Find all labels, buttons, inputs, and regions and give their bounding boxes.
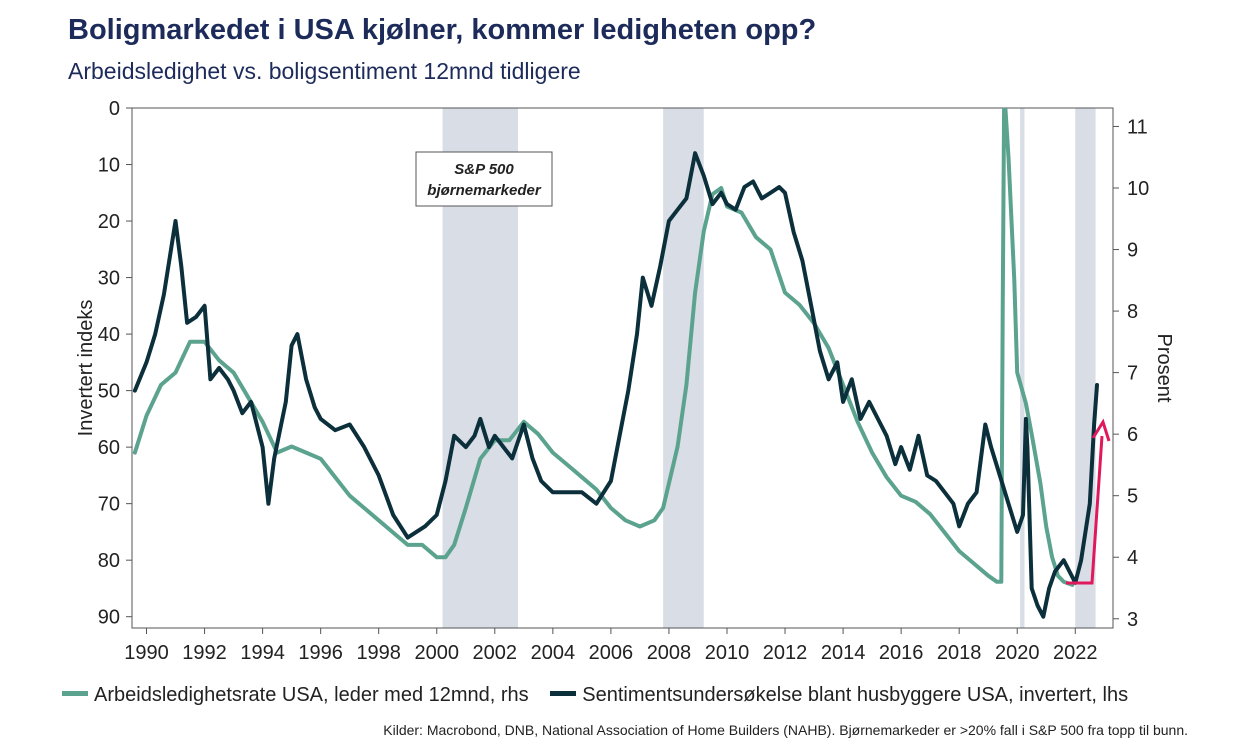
legend-label-unemployment: Arbeidsledighetsrate USA, leder med 12mn… bbox=[94, 684, 529, 706]
x-tick-label: 1996 bbox=[298, 642, 343, 664]
x-axis: 1990 1992 1994 1996 1998 2000 2002 2004 2006 2008… bbox=[124, 628, 1098, 664]
x-tick-label: 2018 bbox=[937, 642, 982, 664]
source-note: Kilder: Macrobond, DNB, National Associa… bbox=[383, 722, 1188, 738]
left-tick-label: 0 bbox=[109, 98, 120, 120]
plot-border bbox=[131, 107, 1114, 629]
left-tick-label: 70 bbox=[98, 494, 120, 516]
arrow-head bbox=[1091, 418, 1111, 442]
x-tick-label: 1994 bbox=[240, 642, 285, 664]
left-tick-label: 20 bbox=[98, 211, 120, 233]
x-tick-label: 1990 bbox=[124, 642, 169, 664]
x-tick-label: 2008 bbox=[647, 642, 692, 664]
left-tick-label: 80 bbox=[98, 550, 120, 572]
series-line-sentiment bbox=[132, 151, 1099, 619]
legend-swatch-sentiment bbox=[550, 691, 577, 697]
left-axis: 0 10 20 30 40 50 60 70 80 90 Invertert indeks bbox=[75, 98, 132, 629]
right-tick-label: 7 bbox=[1127, 363, 1138, 385]
x-tick-label: 2012 bbox=[763, 642, 808, 664]
series-clip-group bbox=[132, 108, 1099, 619]
left-tick-label: 90 bbox=[98, 607, 120, 629]
left-tick-label: 30 bbox=[98, 268, 120, 290]
left-axis-label: Invertert indeks bbox=[75, 300, 97, 437]
annotation-line-2: bjørnemarkeder bbox=[427, 182, 542, 199]
plot-frame bbox=[131, 107, 1114, 629]
left-tick-label: 40 bbox=[98, 324, 120, 346]
bear-market-annotation: S&P 500 bjørnemarkeder bbox=[415, 151, 553, 207]
chart-title: Boligmarkedet i USA kjølner, kommer ledi… bbox=[68, 14, 817, 46]
right-tick-label: 5 bbox=[1127, 486, 1138, 508]
right-tick-label: 4 bbox=[1127, 547, 1138, 569]
x-tick-label: 2004 bbox=[531, 642, 576, 664]
x-tick-label: 1998 bbox=[356, 642, 401, 664]
annotation-line-1: S&P 500 bbox=[454, 161, 514, 178]
x-tick-label: 2010 bbox=[705, 642, 750, 664]
right-tick-label: 9 bbox=[1127, 240, 1138, 262]
right-axis: 3 4 5 6 7 8 9 10 11 Prosent bbox=[1113, 116, 1175, 631]
right-tick-label: 3 bbox=[1127, 609, 1138, 631]
legend-label-sentiment: Sentimentsundersøkelse blant husbyggere … bbox=[582, 684, 1129, 706]
x-tick-label: 2000 bbox=[414, 642, 459, 664]
x-tick-label: 2016 bbox=[879, 642, 924, 664]
rise-arrow bbox=[1066, 418, 1111, 585]
legend-item-sentiment: Sentimentsundersøkelse blant husbyggere … bbox=[550, 684, 1128, 707]
bear-band-4 bbox=[1075, 108, 1096, 628]
arrow-shaft bbox=[1066, 435, 1104, 585]
legend-item-unemployment: Arbeidsledighetsrate USA, leder med 12mn… bbox=[62, 684, 529, 707]
left-tick-label: 10 bbox=[98, 155, 120, 177]
legend-swatch-unemployment bbox=[62, 691, 88, 697]
series-line-unemployment bbox=[132, 108, 1075, 587]
bear-band-3 bbox=[1020, 108, 1025, 628]
x-tick-label: 2020 bbox=[995, 642, 1040, 664]
x-tick-label: 2014 bbox=[821, 642, 866, 664]
x-tick-label: 2006 bbox=[589, 642, 634, 664]
legend: Arbeidsledighetsrate USA, leder med 12mn… bbox=[62, 684, 1144, 707]
right-tick-label: 10 bbox=[1127, 178, 1149, 200]
x-tick-label: 2022 bbox=[1053, 642, 1098, 664]
left-tick-label: 60 bbox=[98, 437, 120, 459]
bear-band-2 bbox=[663, 108, 704, 628]
series-lines bbox=[132, 108, 1099, 619]
right-tick-label: 6 bbox=[1127, 424, 1138, 446]
x-tick-label: 2002 bbox=[473, 642, 518, 664]
right-axis-label: Prosent bbox=[1153, 334, 1175, 403]
right-tick-label: 11 bbox=[1127, 116, 1148, 138]
right-tick-label: 8 bbox=[1127, 301, 1138, 323]
x-tick-label: 1992 bbox=[182, 642, 227, 664]
chart-subtitle: Arbeidsledighet vs. boligsentiment 12mnd… bbox=[68, 58, 581, 84]
left-tick-label: 50 bbox=[98, 381, 120, 403]
annotation-box bbox=[415, 151, 553, 207]
